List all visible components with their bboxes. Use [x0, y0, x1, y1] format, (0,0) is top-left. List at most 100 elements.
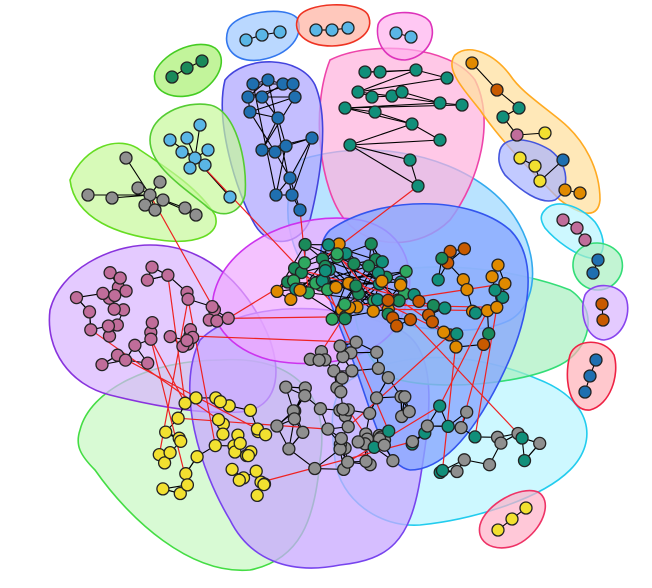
graph-node [347, 257, 361, 271]
graph-node [107, 302, 121, 316]
graph-node [313, 402, 328, 416]
graph-node [441, 419, 455, 434]
graph-node [119, 151, 133, 165]
graph-node [435, 463, 450, 478]
graph-node [270, 284, 284, 299]
graph-node [223, 190, 237, 204]
graph-node [375, 255, 389, 269]
graph-node [216, 427, 230, 441]
graph-node [570, 221, 584, 235]
edge [344, 102, 441, 109]
graph-node [338, 297, 352, 311]
graph-node [377, 438, 391, 452]
edge [357, 69, 417, 93]
graph-node [457, 453, 471, 467]
graph-node [491, 258, 505, 272]
graph-node [358, 65, 372, 79]
graph-node [81, 188, 95, 202]
graph-node [269, 188, 283, 202]
graph-node [512, 101, 526, 115]
graph-node [517, 453, 532, 468]
graph-node [163, 329, 177, 344]
edge [349, 144, 411, 161]
edge [349, 139, 441, 146]
graph-node [175, 145, 189, 159]
graph-node [420, 419, 435, 433]
graph-node [165, 70, 179, 84]
graph-node [210, 314, 224, 328]
graph-node [490, 300, 504, 314]
graph-node [589, 353, 603, 367]
graph-node [513, 151, 527, 165]
graph-node [454, 420, 468, 435]
graph-node [180, 478, 195, 492]
graph-node [583, 369, 597, 383]
graph-node [351, 435, 365, 449]
graph-node [440, 71, 454, 85]
graph-node [153, 175, 167, 189]
graph-node [381, 370, 395, 385]
graph-node [308, 461, 322, 476]
graph-node [305, 131, 319, 145]
edge [275, 145, 287, 196]
graph-node [465, 56, 479, 70]
graph-node [412, 294, 426, 308]
graph-node [157, 456, 172, 470]
graph-node [476, 337, 491, 352]
graph-node [183, 161, 197, 175]
edge [349, 123, 413, 146]
graph-node [382, 424, 396, 438]
graph-node [435, 251, 449, 266]
graph-node [141, 356, 155, 370]
graph-node [255, 28, 269, 42]
graph-node [330, 247, 344, 261]
graph-node [178, 396, 192, 410]
graph-node [108, 288, 122, 303]
graph-node [293, 283, 307, 297]
graph-node [373, 65, 387, 79]
graph-node [140, 273, 155, 287]
graph-node [84, 323, 98, 337]
graph-node [433, 399, 447, 413]
graph-node [334, 385, 348, 399]
graph-node [225, 462, 239, 477]
graph-node [178, 201, 192, 215]
graph-node [285, 188, 299, 202]
graph-node [491, 523, 505, 537]
graph-node [181, 292, 195, 306]
graph-node [468, 306, 483, 320]
graph-node [558, 183, 572, 197]
graph-node [273, 25, 287, 39]
graph-node [309, 23, 323, 37]
inter-edge [150, 339, 188, 486]
inter-edge [228, 316, 346, 319]
graph-node [221, 311, 235, 325]
graph-node [586, 266, 600, 280]
graph-node [258, 428, 273, 442]
edge [125, 157, 151, 196]
graph-node [363, 406, 377, 421]
graph-node [163, 445, 177, 460]
graph-node [390, 319, 404, 333]
graph-node [241, 448, 256, 463]
graph-node [255, 90, 269, 104]
graph-node [205, 299, 219, 314]
graph-node [349, 279, 363, 293]
graph-node [399, 264, 413, 279]
graph-node [490, 83, 504, 97]
graph-node [189, 208, 203, 222]
graph-node [425, 315, 440, 329]
graph-node [398, 390, 412, 404]
graph-node [173, 486, 187, 501]
graph-node [193, 118, 207, 132]
graph-node [180, 333, 194, 348]
graph-node [232, 473, 246, 487]
graph-node [450, 464, 464, 479]
graph-node [180, 131, 194, 145]
graph-node [293, 203, 307, 217]
graph-node [392, 294, 406, 308]
graph-node [596, 313, 610, 327]
graph-node [161, 268, 175, 282]
graph-node [148, 203, 162, 217]
graph-node [405, 434, 420, 449]
